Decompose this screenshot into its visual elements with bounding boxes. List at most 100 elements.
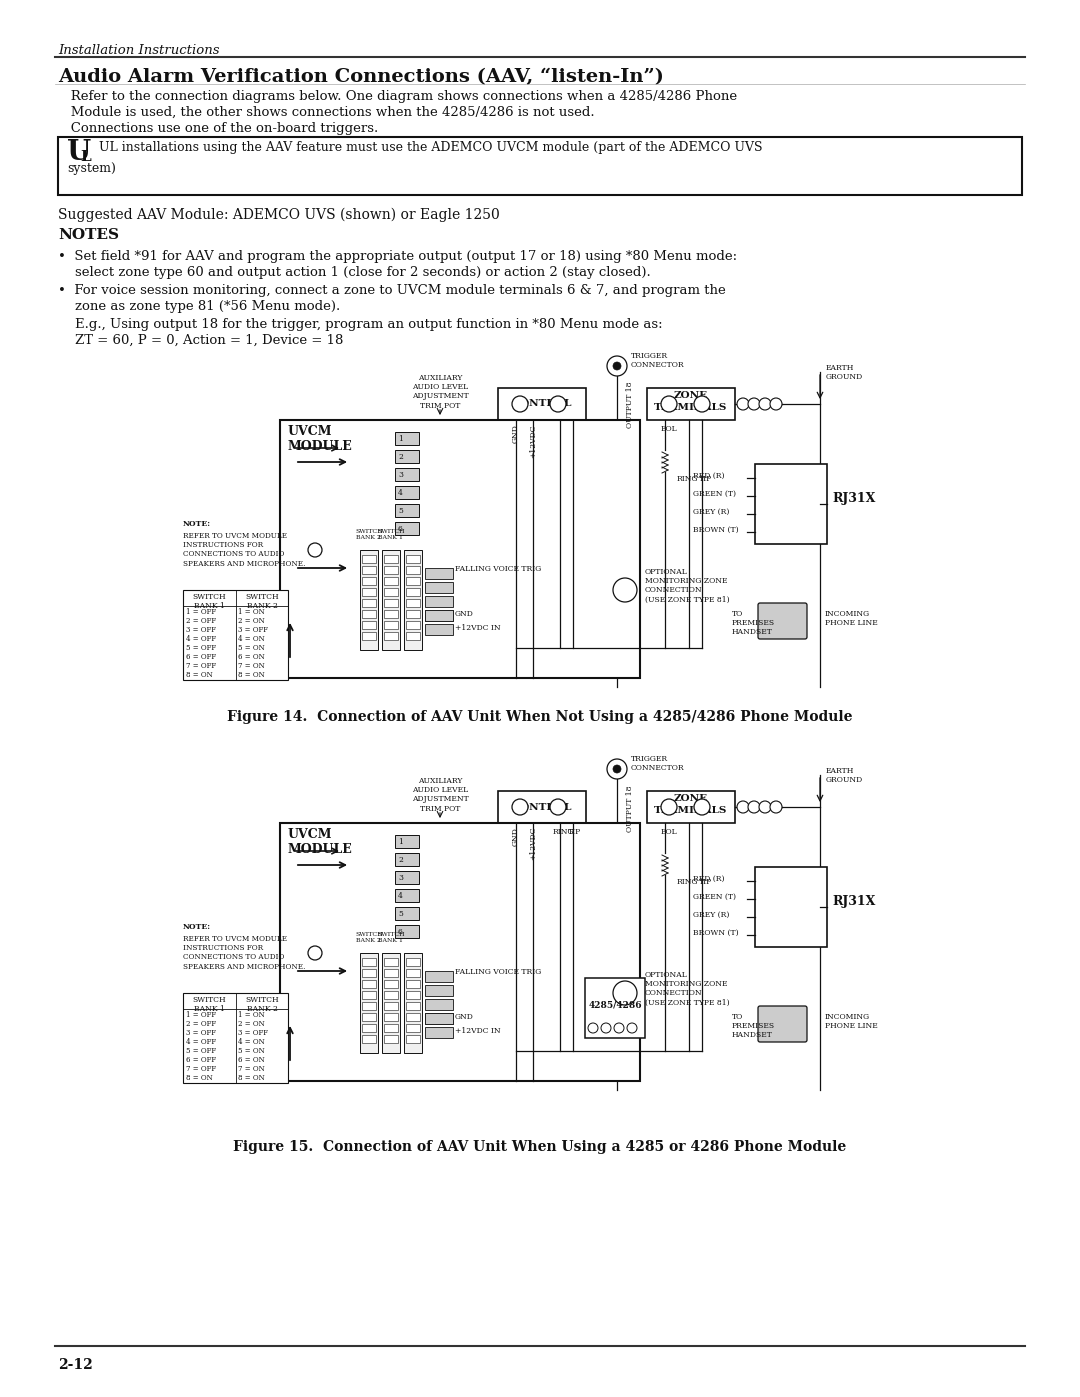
Bar [362, 577, 376, 585]
Text: •  For voice session monitoring, connect a zone to UVCM module terminals 6 & 7, : • For voice session monitoring, connect … [58, 284, 726, 298]
Text: EOL: EOL [661, 828, 677, 835]
Bar [362, 990, 376, 999]
Text: TERMINALS: TERMINALS [654, 806, 728, 814]
Bar [362, 610, 376, 617]
Bar [406, 1002, 420, 1010]
Text: INCOMING
PHONE LINE: INCOMING PHONE LINE [825, 610, 878, 627]
Bar [362, 970, 376, 977]
Bar [406, 1024, 420, 1032]
Bar [406, 610, 420, 617]
Bar [406, 599, 420, 608]
Circle shape [770, 800, 782, 813]
Text: REFER TO UVCM MODULE
INSTRUCTIONS FOR
CONNECTIONS TO AUDIO
SPEAKERS AND MICROPHO: REFER TO UVCM MODULE INSTRUCTIONS FOR CO… [183, 532, 306, 567]
Text: UVCM: UVCM [288, 425, 333, 439]
Text: L: L [80, 149, 91, 163]
Bar [395, 925, 419, 937]
Text: 5 = OFF: 5 = OFF [186, 644, 216, 652]
Bar [755, 464, 827, 543]
Bar [755, 868, 827, 947]
Bar [362, 631, 376, 640]
Text: EOL: EOL [661, 425, 677, 433]
Text: 8 = ON: 8 = ON [186, 1074, 213, 1083]
Text: zone as zone type 81 (*56 Menu mode).: zone as zone type 81 (*56 Menu mode). [58, 300, 340, 313]
Text: CONTROL: CONTROL [512, 802, 571, 812]
Bar [362, 588, 376, 597]
Text: +12VDC: +12VDC [529, 425, 537, 457]
Bar [382, 550, 400, 650]
Text: 2 = OFF: 2 = OFF [186, 617, 216, 624]
Bar [395, 450, 419, 462]
Bar [362, 599, 376, 608]
Text: RING: RING [677, 877, 699, 886]
Text: TRIGGER
CONNECTOR: TRIGGER CONNECTOR [631, 352, 685, 369]
Text: 5 = ON: 5 = ON [239, 1046, 266, 1055]
Text: 7 = ON: 7 = ON [239, 1065, 266, 1073]
Text: RJ31X: RJ31X [832, 492, 876, 504]
Text: Installation Instructions: Installation Instructions [58, 43, 219, 57]
Text: SWITCH
BANK 1: SWITCH BANK 1 [377, 932, 405, 943]
Text: 6 = ON: 6 = ON [239, 652, 266, 661]
Bar [384, 631, 399, 640]
Bar [585, 978, 645, 1038]
Text: SWITCH
BANK 2: SWITCH BANK 2 [355, 932, 382, 943]
Circle shape [600, 1023, 611, 1032]
FancyBboxPatch shape [758, 604, 807, 638]
Text: 4285/4286: 4285/4286 [589, 1000, 642, 1009]
Text: 2 = ON: 2 = ON [239, 1020, 266, 1028]
Bar [426, 971, 453, 982]
Circle shape [550, 395, 566, 412]
Bar [395, 835, 419, 848]
Text: TO
PREMISES
HANDSET: TO PREMISES HANDSET [732, 1013, 775, 1039]
Text: 5 = ON: 5 = ON [239, 644, 266, 652]
Bar [406, 990, 420, 999]
Bar [384, 599, 399, 608]
Bar [406, 1035, 420, 1044]
Bar [406, 970, 420, 977]
Text: 6: 6 [399, 525, 403, 534]
Text: FALLING VOICE TRIG: FALLING VOICE TRIG [455, 968, 541, 977]
Text: OUTPUT 18: OUTPUT 18 [626, 785, 634, 831]
Text: 8 = ON: 8 = ON [239, 1074, 266, 1083]
Bar [384, 555, 399, 563]
Text: REFER TO UVCM MODULE
INSTRUCTIONS FOR
CONNECTIONS TO AUDIO
SPEAKERS AND MICROPHO: REFER TO UVCM MODULE INSTRUCTIONS FOR CO… [183, 935, 306, 971]
Text: 5 = OFF: 5 = OFF [186, 1046, 216, 1055]
Text: GND: GND [512, 827, 519, 845]
Bar [406, 631, 420, 640]
Text: BROWN (T): BROWN (T) [693, 527, 739, 534]
Text: INCOMING
PHONE LINE: INCOMING PHONE LINE [825, 1013, 878, 1030]
Bar [426, 569, 453, 578]
Bar [406, 577, 420, 585]
Circle shape [613, 362, 621, 370]
Text: 5: 5 [399, 909, 403, 918]
Text: ZONE: ZONE [674, 391, 708, 400]
Text: SWITCH
BANK 2: SWITCH BANK 2 [245, 592, 279, 610]
Bar [406, 555, 420, 563]
Text: Audio Alarm Verification Connections (AAV, “listen-In”): Audio Alarm Verification Connections (AA… [58, 68, 664, 87]
Bar [384, 577, 399, 585]
Text: GREY (R): GREY (R) [693, 509, 729, 515]
Bar [395, 854, 419, 866]
Circle shape [550, 799, 566, 814]
Text: SWITCH
BANK 2: SWITCH BANK 2 [245, 996, 279, 1013]
Text: RING: RING [677, 475, 699, 483]
Text: GREY (R): GREY (R) [693, 911, 729, 919]
Text: Module is used, the other shows connections when the 4285/4286 is not used.: Module is used, the other shows connecti… [58, 106, 595, 119]
Text: Figure 14.  Connection of AAV Unit When Not Using a 4285/4286 Phone Module: Figure 14. Connection of AAV Unit When N… [227, 710, 853, 724]
Text: TO
PREMISES
HANDSET: TO PREMISES HANDSET [732, 610, 775, 637]
Text: 3 = OFF: 3 = OFF [239, 626, 269, 634]
Bar [362, 622, 376, 629]
Text: Suggested AAV Module: ADEMCO UVS (shown) or Eagle 1250: Suggested AAV Module: ADEMCO UVS (shown)… [58, 208, 500, 222]
Text: 6: 6 [399, 928, 403, 936]
Bar [384, 610, 399, 617]
Text: 4 = OFF: 4 = OFF [186, 636, 216, 643]
Bar [426, 1013, 453, 1024]
Bar [362, 1035, 376, 1044]
Text: 8 = ON: 8 = ON [186, 671, 213, 679]
Text: SWITCH
BANK 1: SWITCH BANK 1 [377, 529, 405, 541]
Text: 1: 1 [399, 838, 403, 847]
Bar [362, 555, 376, 563]
Bar [395, 432, 419, 446]
Bar [395, 870, 419, 884]
Text: 2 = OFF: 2 = OFF [186, 1020, 216, 1028]
Text: TRIGGER
CONNECTOR: TRIGGER CONNECTOR [631, 754, 685, 773]
